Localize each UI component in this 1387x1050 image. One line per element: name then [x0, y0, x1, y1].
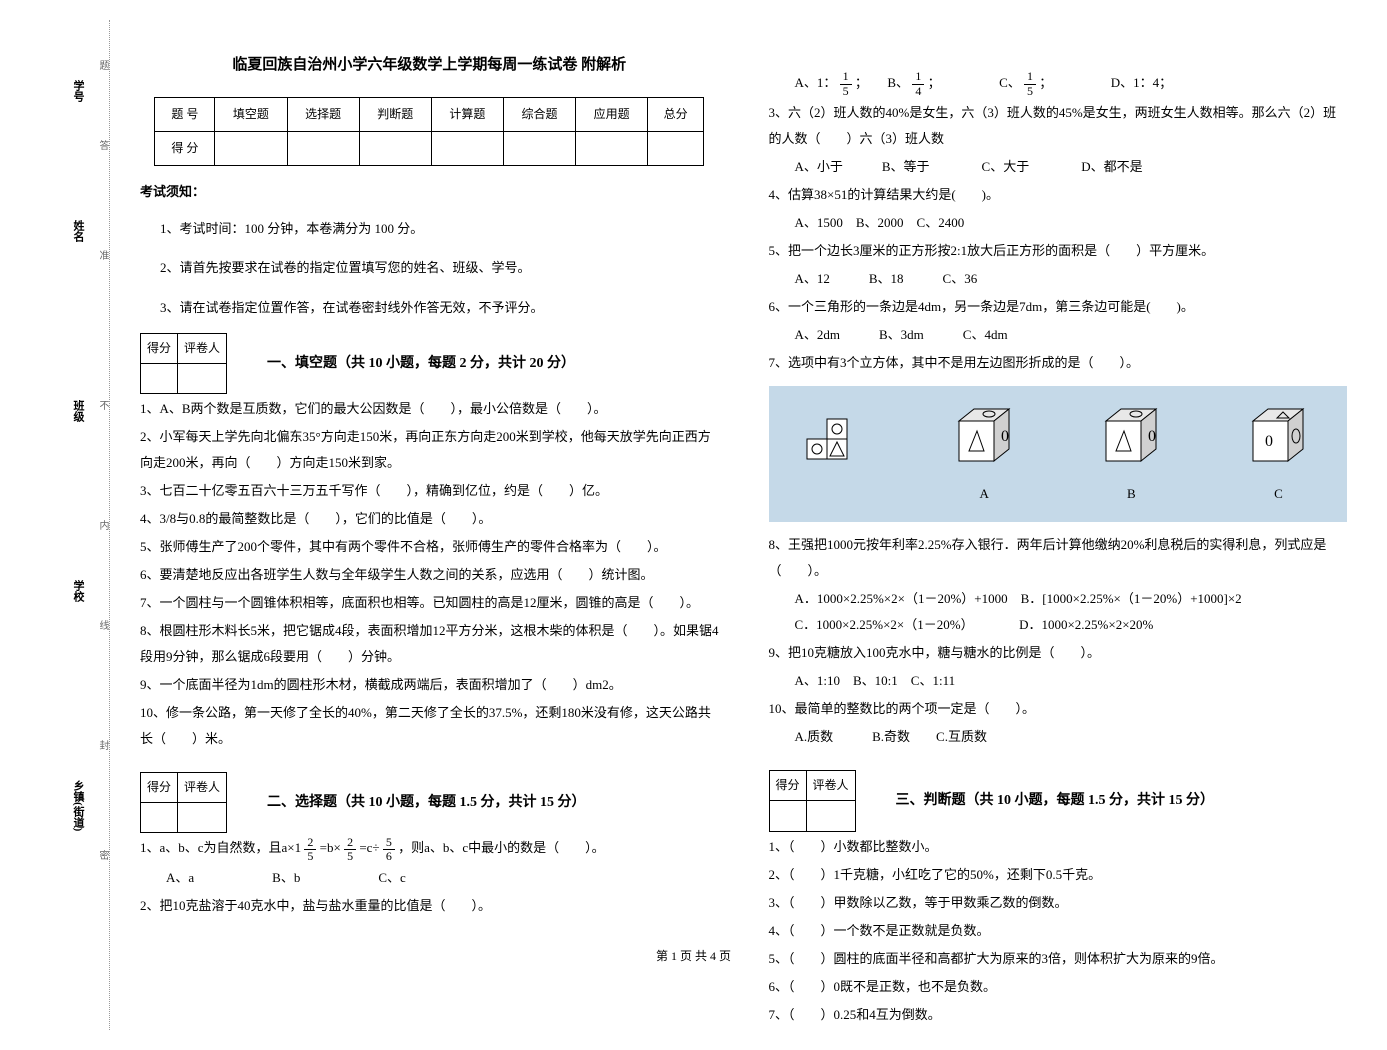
side-dash-4: 不 [95, 400, 110, 410]
th-4: 计算题 [431, 97, 503, 131]
s3-q3: 3、（ ）甲数除以乙数，等于甲数乘乙数的倒数。 [769, 890, 1348, 916]
mini-table-1: 得分评卷人 [140, 333, 227, 394]
side-dash-7: 封 [95, 740, 110, 750]
s1-q8: 8、根圆柱形木料长5米，把它锯成4段，表面积增加12平方分米，这根木柴的体积是（… [140, 618, 719, 670]
section1-header-row: 得分评卷人 一、填空题（共 10 小题，每题 2 分，共计 20 分） [140, 333, 719, 394]
s3-q1: 1、（ ）小数都比整数小。 [769, 834, 1348, 860]
svg-text:0: 0 [1001, 428, 1009, 445]
s2-q10: 10、最简单的整数比的两个项一定是（ ）。 [769, 696, 1348, 722]
mini-table-3: 得分评卷人 [769, 770, 856, 831]
s3-q7: 7、（ ）0.25和4互为倒数。 [769, 1002, 1348, 1028]
s2-q2-opts: A、1： 15 ； B、 14 ； C、 15 ； D、1：4； [769, 70, 1348, 98]
section3-header-row: 得分评卷人 三、判断题（共 10 小题，每题 1.5 分，共计 15 分） [769, 770, 1348, 831]
svg-text:0: 0 [1148, 428, 1156, 445]
row2-label: 得 分 [155, 131, 215, 165]
side-dash-8: 密 [95, 850, 110, 860]
frac-4: 15 [840, 70, 852, 97]
s1-q7: 7、一个圆柱与一个圆锥体积相等，底面积也相等。已知圆柱的高是12厘米，圆锥的高是… [140, 590, 719, 616]
notice-1: 1、考试时间：100 分钟，本卷满分为 100 分。 [160, 213, 719, 244]
s1-q10: 10、修一条公路，第一天修了全长的40%，第二天修了全长的37.5%，还剩180… [140, 700, 719, 752]
s1-q6: 6、要清楚地反应出各班学生人数与全年级学生人数之间的关系，应选用（ ）统计图。 [140, 562, 719, 588]
cube-c-icon: 0 [1238, 401, 1318, 471]
content-area: 临夏回族自治州小学六年级数学上学期每周一练试卷 附解析 题 号 填空题 选择题 … [110, 20, 1347, 1030]
s2-q3-opts: A、小于 B、等于 C、大于 D、都不是 [769, 154, 1348, 180]
s3-q4: 4、（ ）一个数不是正数就是负数。 [769, 918, 1348, 944]
th-1: 填空题 [215, 97, 287, 131]
s1-q4: 4、3/8与0.8的最简整数比是（ ），它们的比值是（ ）。 [140, 506, 719, 532]
cube-c: 0 C [1220, 401, 1337, 508]
s2-q5: 5、把一个边长3厘米的正方形按2:1放大后正方形的面积是（ ）平方厘米。 [769, 238, 1348, 264]
side-label-2: 姓名 [70, 220, 86, 242]
s3-q6: 6、（ ）0既不是正数，也不是负数。 [769, 974, 1348, 1000]
cube-a: 0 A [926, 401, 1043, 508]
frac-2: 25 [344, 836, 356, 863]
side-label-1: 学号 [70, 80, 86, 102]
s2-q9: 9、把10克糖放入100克水中，糖与糖水的比例是（ ）。 [769, 640, 1348, 666]
side-label-3: 班级 [70, 400, 86, 422]
section2-header-row: 得分评卷人 二、选择题（共 10 小题，每题 1.5 分，共计 15 分） [140, 772, 719, 833]
notice-2: 2、请首先按要求在试卷的指定位置填写您的姓名、班级、学号。 [160, 252, 719, 283]
side-label-5: 乡镇(街道) [70, 780, 86, 831]
s2-q1: 1、a、b、c为自然数，且a×1 25 =b× 25 =c÷ 56 ，则a、b、… [140, 835, 719, 863]
th-6: 应用题 [576, 97, 648, 131]
exam-title: 临夏回族自治州小学六年级数学上学期每周一练试卷 附解析 [140, 50, 719, 82]
section1-title: 一、填空题（共 10 小题，每题 2 分，共计 20 分） [267, 349, 575, 378]
s2-q9-opts: A、1:10 B、10:1 C、1:11 [769, 668, 1348, 694]
notice-3: 3、请在试卷指定位置作答，在试卷密封线外作答无效，不予评分。 [160, 292, 719, 323]
s2-q8-opts: A．1000×2.25%×2×（1－20%）+1000 B．[1000×2.25… [769, 586, 1348, 638]
s2-q4-opts: A、1500 B、2000 C、2400 [769, 210, 1348, 236]
th-3: 判断题 [359, 97, 431, 131]
side-dash-3: 准 [95, 250, 110, 260]
notice-header: 考试须知： [140, 178, 719, 205]
side-dash-2: 答 [95, 140, 110, 150]
th-5: 综合题 [503, 97, 575, 131]
frac-3: 56 [383, 836, 395, 863]
s2-q6: 6、一个三角形的一条边是4dm，另一条边是7dm，第三条边可能是( )。 [769, 294, 1348, 320]
side-dash-6: 线 [95, 620, 110, 630]
s2-q2: 2、把10克盐溶于40克水中，盐与盐水重量的比值是（ ）。 [140, 893, 719, 919]
cube-b-icon: 0 [1091, 401, 1171, 471]
frac-6: 15 [1024, 70, 1036, 97]
side-dash-1: 题 [95, 60, 110, 70]
s1-q3: 3、七百二十亿零五百六十三万五千写作（ ），精确到亿位，约是（ ）亿。 [140, 478, 719, 504]
side-dash-5: 内 [95, 520, 110, 530]
s2-q5-opts: A、12 B、18 C、36 [769, 266, 1348, 292]
mini-table-2: 得分评卷人 [140, 772, 227, 833]
cube-b: 0 B [1073, 401, 1190, 508]
s2-q3: 3、六（2）班人数的40%是女生，六（3）班人数的45%是女生，两班女生人数相等… [769, 100, 1348, 152]
s1-q5: 5、张师傅生产了200个零件，其中有两个零件不合格，张师傅生产的零件合格率为（ … [140, 534, 719, 560]
section3-title: 三、判断题（共 10 小题，每题 1.5 分，共计 15 分） [896, 786, 1215, 815]
left-column: 临夏回族自治州小学六年级数学上学期每周一练试卷 附解析 题 号 填空题 选择题 … [140, 20, 719, 1030]
svg-text:0: 0 [1265, 433, 1273, 450]
th-2: 选择题 [287, 97, 359, 131]
s1-q9: 9、一个底面半径为1dm的圆柱形木材，横截成两端后，表面积增加了（ ）dm2。 [140, 672, 719, 698]
th-0: 题 号 [155, 97, 215, 131]
side-margin: 学号 姓名 班级 学校 乡镇(街道) 题 答 准 不 内 线 封 密 [40, 20, 110, 1030]
page-footer: 第 1 页 共 4 页 [0, 947, 1387, 964]
s1-q2: 2、小军每天上学先向北偏东35°方向走150米，再向正东方向走200米到学校，他… [140, 424, 719, 476]
th-7: 总分 [648, 97, 704, 131]
frac-5: 14 [912, 70, 924, 97]
s2-q6-opts: A、2dm B、3dm C、4dm [769, 322, 1348, 348]
page-container: 学号 姓名 班级 学校 乡镇(街道) 题 答 准 不 内 线 封 密 临夏回族自… [0, 0, 1387, 1050]
s2-q10-opts: A.质数 B.奇数 C.互质数 [769, 724, 1348, 750]
cube-row: 0 A 0 B [769, 386, 1348, 523]
frac-1: 25 [304, 836, 316, 863]
s2-q1-opts: A、a B、b C、c [140, 865, 719, 891]
score-table: 题 号 填空题 选择题 判断题 计算题 综合题 应用题 总分 得 分 [154, 97, 704, 166]
s1-q1: 1、A、B两个数是互质数，它们的最大公因数是（ ），最小公倍数是（ ）。 [140, 396, 719, 422]
cube-a-icon: 0 [944, 401, 1024, 471]
s2-q8: 8、王强把1000元按年利率2.25%存入银行．两年后计算他缴纳20%利息税后的… [769, 532, 1348, 584]
side-label-4: 学校 [70, 580, 86, 602]
cube-net [779, 414, 896, 493]
section2-title: 二、选择题（共 10 小题，每题 1.5 分，共计 15 分） [267, 788, 586, 817]
net-icon [802, 414, 872, 484]
right-column: A、1： 15 ； B、 14 ； C、 15 ； D、1：4； 3、六（2）班… [769, 20, 1348, 1030]
s2-q4: 4、估算38×51的计算结果大约是( )。 [769, 182, 1348, 208]
s3-q2: 2、（ ）1千克糖，小红吃了它的50%，还剩下0.5千克。 [769, 862, 1348, 888]
s2-q7: 7、选项中有3个立方体，其中不是用左边图形折成的是（ ）。 [769, 350, 1348, 376]
